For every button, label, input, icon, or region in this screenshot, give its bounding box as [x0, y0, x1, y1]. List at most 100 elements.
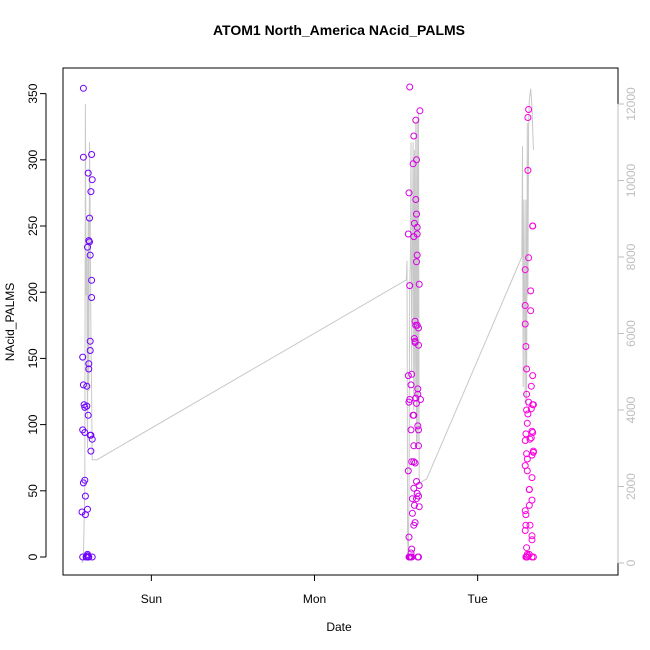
- x-tick-label: Tue: [468, 592, 489, 606]
- data-point: [529, 553, 537, 561]
- data-point: [404, 467, 412, 475]
- data-point: [523, 365, 531, 373]
- data-point: [408, 458, 416, 466]
- data-point: [526, 435, 534, 443]
- data-point: [79, 153, 87, 161]
- data-point: [410, 132, 418, 140]
- y-tick-label: 100: [26, 414, 40, 434]
- data-point: [81, 403, 89, 411]
- data-point: [406, 83, 414, 91]
- y-tick-label: 300: [26, 149, 40, 169]
- data-point: [415, 482, 423, 489]
- x-axis-label: Date: [326, 620, 352, 634]
- data-point: [86, 347, 94, 354]
- data-point: [526, 521, 534, 529]
- data-point: [85, 360, 93, 368]
- data-point: [524, 114, 532, 121]
- data-point: [529, 222, 537, 230]
- data-point: [523, 390, 531, 398]
- data-point: [412, 394, 420, 402]
- data-point: [413, 251, 421, 259]
- data-point: [525, 501, 533, 509]
- data-point: [415, 492, 422, 500]
- data-point: [413, 230, 421, 238]
- data-point: [407, 426, 415, 434]
- data-point: [410, 458, 418, 466]
- data-point: [407, 549, 415, 557]
- data-point: [416, 107, 424, 115]
- data-point: [527, 307, 535, 315]
- data-point: [88, 176, 96, 184]
- x-tick-label: Sun: [141, 592, 162, 606]
- data-point: [412, 196, 420, 203]
- data-point: [79, 353, 87, 361]
- data-point: [88, 435, 96, 443]
- data-point: [521, 266, 529, 274]
- data-point: [88, 151, 96, 158]
- data-point: [414, 553, 422, 561]
- data-point: [79, 84, 87, 92]
- data-point: [411, 459, 419, 467]
- data-point: [413, 223, 421, 231]
- y2-tick-label: 6000: [624, 320, 638, 347]
- y-tick-label: 250: [26, 216, 40, 236]
- data-point: [521, 527, 529, 534]
- data-point: [415, 341, 422, 349]
- data-point: [88, 276, 96, 284]
- data-point: [522, 343, 530, 350]
- data-point: [527, 287, 535, 295]
- data-point: [79, 479, 87, 487]
- data-point: [524, 166, 532, 174]
- chart-title: ATOM1 North_America NAcid_PALMS: [213, 22, 465, 38]
- data-point: [86, 337, 94, 345]
- data-point: [521, 507, 529, 515]
- y2-tick-label: 12000: [624, 87, 638, 121]
- data-point: [79, 381, 87, 389]
- series-line: [81, 88, 534, 564]
- data-point: [404, 230, 412, 238]
- data-point: [529, 372, 537, 380]
- data-point: [86, 214, 93, 222]
- data-point: [87, 188, 95, 196]
- y2-axis: 0 2000 4000 6000 8000 10000 12000: [617, 87, 638, 566]
- y2-tick-label: 8000: [624, 243, 638, 270]
- data-point: [405, 189, 413, 197]
- data-point: [527, 405, 535, 413]
- data-point: [81, 429, 89, 436]
- data-point: [408, 370, 416, 378]
- data-point: [410, 484, 418, 492]
- data-point: [408, 545, 416, 553]
- data-point: [417, 396, 424, 403]
- data-point: [88, 294, 96, 301]
- points: [78, 83, 537, 561]
- data-point: [521, 437, 529, 444]
- data-point: [415, 426, 422, 434]
- y2-tick-label: 0: [624, 559, 638, 566]
- data-point: [86, 238, 93, 246]
- data-point: [409, 160, 417, 168]
- data-point: [523, 406, 531, 414]
- data-point: [524, 410, 532, 418]
- data-point: [85, 365, 93, 373]
- data-point: [81, 492, 89, 500]
- series-line-path: [81, 88, 534, 564]
- y-axis-label: NAcid_PALMS: [3, 283, 17, 361]
- y-tick-label: 200: [26, 282, 40, 302]
- y-tick-label: 0: [26, 553, 40, 560]
- data-point: [414, 390, 422, 398]
- y2-tick-label: 4000: [624, 396, 638, 423]
- y-tick-label: 50: [26, 484, 40, 498]
- data-point: [87, 447, 95, 455]
- data-point: [525, 254, 533, 262]
- data-point: [410, 442, 418, 450]
- y-tick-label: 150: [26, 348, 40, 368]
- data-point: [408, 495, 416, 503]
- y-tick-label: 350: [26, 83, 40, 103]
- data-point: [528, 474, 536, 482]
- data-point: [407, 381, 415, 389]
- data-point: [410, 335, 418, 342]
- data-point: [415, 503, 423, 511]
- data-point: [415, 280, 423, 288]
- data-point: [523, 455, 531, 463]
- data-point: [414, 385, 422, 393]
